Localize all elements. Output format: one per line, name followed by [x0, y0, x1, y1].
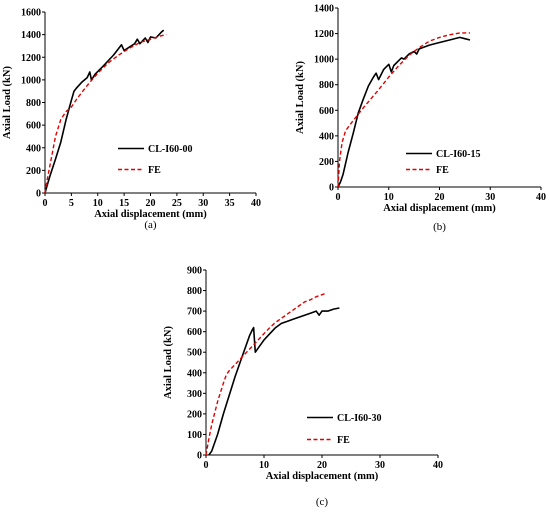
x-tick-label: 20 — [317, 460, 327, 471]
y-axis-label: Axial Load (kN) — [163, 326, 174, 399]
x-tick-label: 0 — [204, 460, 209, 471]
series-line-test — [44, 29, 165, 194]
x-tick-label: 20 — [146, 198, 156, 209]
x-tick-label: 0 — [43, 198, 48, 209]
y-tick-label: 200 — [319, 157, 334, 168]
y-tick-label: 900 — [187, 266, 202, 277]
y-tick-label: 1400 — [21, 30, 41, 41]
y-axis-label: Axial Load (kN) — [295, 61, 306, 134]
series-line-test — [208, 307, 340, 456]
x-tick-label: 40 — [433, 460, 443, 471]
legend-label: FE — [148, 165, 161, 176]
y-tick-label: 0 — [36, 189, 41, 200]
y-tick-label: 1200 — [314, 29, 334, 40]
x-tick-label: 5 — [69, 198, 74, 209]
panel-caption: (c) — [316, 496, 329, 508]
legend-label: CL-I60-30 — [337, 413, 381, 424]
y-tick-label: 600 — [319, 106, 334, 117]
y-tick-label: 200 — [26, 166, 41, 177]
y-tick-label: 400 — [319, 131, 334, 142]
y-tick-label: 600 — [187, 327, 202, 338]
x-axis-label: Axial displacement (mm) — [94, 209, 207, 220]
x-tick-label: 20 — [435, 192, 445, 203]
y-tick-label: 1000 — [314, 55, 334, 66]
panel-caption: (a) — [144, 219, 157, 231]
y-tick-label: 200 — [187, 409, 202, 420]
x-tick-label: 15 — [119, 198, 129, 209]
y-tick-label: 1600 — [21, 8, 41, 19]
legend-label: CL-I60-00 — [148, 144, 192, 155]
y-tick-label: 0 — [197, 451, 202, 462]
x-tick-label: 30 — [375, 460, 385, 471]
x-tick-label: 30 — [485, 192, 495, 203]
y-tick-label: 1000 — [21, 75, 41, 86]
legend-label: CL-I60-15 — [436, 149, 480, 160]
legend-label: FE — [436, 165, 449, 176]
chart-panel-1: 0 200 400 600 800 1000 1200 1400 1600 0 5 10 15 20 25 3… — [2, 8, 261, 232]
x-tick-label: 25 — [172, 198, 182, 209]
series-line-test — [337, 36, 471, 188]
y-tick-label: 400 — [26, 143, 41, 154]
y-tick-label: 800 — [26, 98, 41, 109]
x-tick-label: 10 — [384, 192, 394, 203]
y-tick-label: 100 — [187, 430, 202, 441]
x-tick-label: 40 — [251, 198, 261, 209]
x-tick-label: 35 — [225, 198, 235, 209]
y-tick-label: 1400 — [314, 4, 334, 15]
series-line-fe — [337, 32, 470, 188]
chart-panel-3: 0 100 200 300 400 500 600 700 800 900 0 10 20 30 40 Axi… — [163, 266, 443, 509]
x-axis-label: Axial displacement (mm) — [383, 203, 496, 214]
x-tick-label: 30 — [198, 198, 208, 209]
x-tick-label: 10 — [259, 460, 269, 471]
y-tick-label: 500 — [187, 348, 202, 359]
x-tick-label: 40 — [536, 192, 546, 203]
y-axis-label: Axial Load (kN) — [2, 66, 13, 139]
y-tick-label: 0 — [329, 183, 334, 194]
y-tick-label: 400 — [187, 368, 202, 379]
y-tick-label: 600 — [26, 121, 41, 132]
chart-panel-2: 0 200 400 600 800 1000 1200 1400 0 10 20 30 40 Axial … — [295, 4, 546, 234]
y-tick-label: 300 — [187, 389, 202, 400]
series-line-fe — [205, 292, 326, 456]
x-tick-label: 0 — [336, 192, 341, 203]
legend-label: FE — [337, 435, 350, 446]
panel-caption: (b) — [433, 221, 446, 233]
y-tick-label: 700 — [187, 307, 202, 318]
series-line-fe — [44, 33, 167, 194]
y-tick-label: 1200 — [21, 53, 41, 64]
x-axis-label: Axial displacement (mm) — [266, 471, 379, 482]
y-tick-label: 800 — [187, 286, 202, 297]
y-tick-label: 800 — [319, 80, 334, 91]
x-tick-label: 10 — [93, 198, 103, 209]
